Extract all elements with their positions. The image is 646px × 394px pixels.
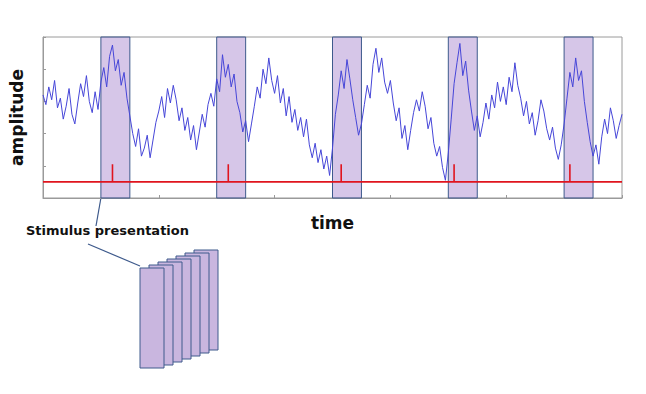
svg-text:amplitude: amplitude <box>7 69 27 166</box>
svg-text:Stimulus presentation: Stimulus presentation <box>26 223 189 238</box>
svg-text:time: time <box>311 213 354 233</box>
